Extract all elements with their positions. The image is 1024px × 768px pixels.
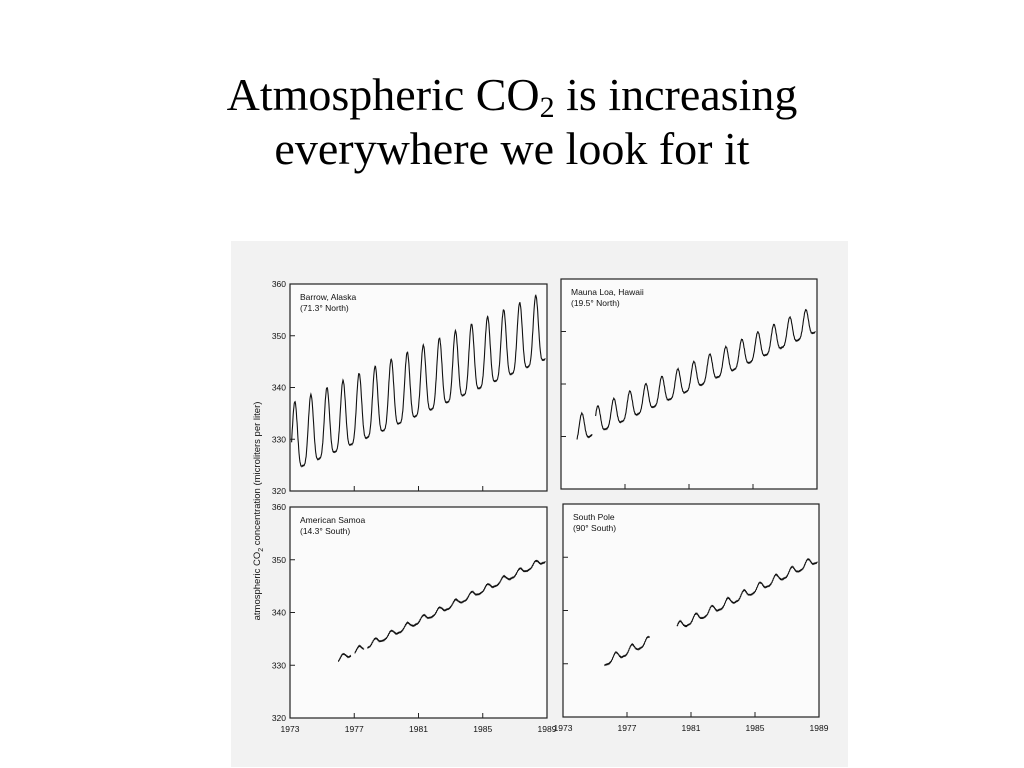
panel-frame-top-right [560, 278, 818, 490]
y-tick-label: 340 [272, 608, 286, 618]
y-axis-label: atmospheric CO2 concentration (microlite… [252, 402, 265, 621]
x-tick-label: 1977 [345, 724, 364, 734]
y-tick-label: 330 [272, 660, 286, 670]
co2-series-line-top-left [291, 294, 546, 468]
panel-label-bottom-right: (90° South) [573, 523, 616, 533]
co2-panels-figure: atmospheric CO2 concentration (microlite… [252, 278, 829, 734]
panel-label-bottom-right: South Pole [573, 512, 615, 522]
x-tick-label: 1977 [618, 723, 637, 733]
y-tick-label: 360 [272, 279, 286, 289]
x-tick-label: 1981 [409, 724, 428, 734]
panel-label-top-right: Mauna Loa, Hawaii [571, 287, 644, 297]
panel-label-bottom-left: American Samoa [300, 515, 365, 525]
x-tick-label: 1973 [554, 723, 573, 733]
y-tick-label: 330 [272, 434, 286, 444]
panel-label-bottom-left: (14.3° South) [300, 526, 350, 536]
panel-frame-bottom-right [562, 503, 820, 718]
y-tick-label: 350 [272, 331, 286, 341]
scanned-figure: atmospheric CO2 concentration (microlite… [231, 241, 848, 767]
x-tick-label: 1985 [473, 724, 492, 734]
x-tick-label: 1985 [746, 723, 765, 733]
panel-frame-bottom-left [289, 506, 548, 719]
title-line-1: Atmospheric CO2 is increasing [0, 68, 1024, 124]
panel-label-top-left: (71.3° North) [300, 303, 349, 313]
panel-frame-top-left [289, 283, 548, 492]
y-tick-label: 340 [272, 383, 286, 393]
x-tick-label: 1989 [810, 723, 829, 733]
x-tick-label: 1973 [281, 724, 300, 734]
x-tick-label: 1989 [538, 724, 557, 734]
panel-label-top-right: (19.5° North) [571, 298, 620, 308]
title-text: Atmospheric CO [226, 69, 540, 120]
title-text-end: is increasing [554, 69, 798, 120]
y-tick-label: 320 [272, 713, 286, 723]
x-tick-label: 1981 [682, 723, 701, 733]
y-tick-label: 350 [272, 555, 286, 565]
co2-series-line-bottom-left [337, 559, 546, 663]
co2-series-line-bottom-right [604, 558, 818, 667]
panel-label-top-left: Barrow, Alaska [300, 292, 356, 302]
co2-series-line-top-right [576, 308, 816, 440]
title-line-2: everywhere we look for it [274, 123, 750, 174]
y-tick-label: 320 [272, 486, 286, 496]
title-subscript: 2 [539, 91, 555, 124]
y-tick-label: 360 [272, 502, 286, 512]
slide-title: Atmospheric CO2 is increasing everywhere… [0, 68, 1024, 176]
